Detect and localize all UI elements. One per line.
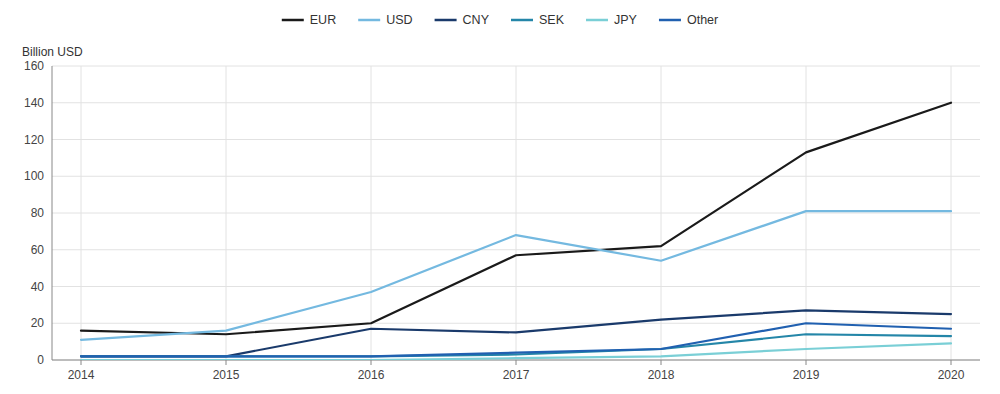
chart-container: 0 20 40 60 80 100 120 140 160 2014 2015 2016 2017 201… [0, 0, 1000, 394]
legend-swatch [659, 19, 681, 22]
x-tick-label: 2017 [503, 368, 530, 382]
y-tick-label: 60 [31, 243, 45, 257]
x-tick-label: 2015 [213, 368, 240, 382]
x-tick-mark [226, 360, 227, 365]
legend-item: USD [358, 13, 412, 27]
x-grid-line [226, 66, 227, 360]
series-group [81, 103, 951, 360]
x-tick-label: 2019 [793, 368, 820, 382]
x-tick-mark [951, 360, 952, 365]
y-tick-label: 120 [24, 133, 44, 147]
x-grid-line [661, 66, 662, 360]
legend-label: CNY [463, 13, 490, 27]
y-tick-label: 160 [24, 59, 44, 73]
x-tick-label: 2020 [938, 368, 965, 382]
y-axis-line [52, 66, 53, 360]
y-tick-label: 20 [31, 316, 45, 330]
y-tick-label: 40 [31, 280, 45, 294]
x-grid-line [81, 66, 82, 360]
legend-label: SEK [539, 13, 565, 27]
x-tick-mark [81, 360, 82, 365]
legend-label: EUR [310, 13, 336, 27]
y-tick-label: 80 [31, 206, 45, 220]
legend-item: Other [659, 13, 718, 27]
legend-item: EUR [282, 13, 336, 27]
legend-item: CNY [435, 13, 490, 27]
legend-swatch [586, 19, 608, 22]
series-line [81, 211, 951, 340]
x-grid-line [806, 66, 807, 360]
legend-swatch [358, 19, 380, 22]
legend: EUR USD CNY SEK JPY Other [282, 13, 718, 27]
x-tick-label: 2014 [68, 368, 95, 382]
y-tick-label: 100 [24, 169, 44, 183]
x-grid-line [951, 66, 952, 360]
x-tick-mark [806, 360, 807, 365]
x-tick-mark [661, 360, 662, 365]
x-grid-line [516, 66, 517, 360]
legend-item: JPY [586, 13, 638, 27]
legend-label: USD [386, 13, 412, 27]
axes: 0 20 40 60 80 100 120 140 160 2014 2015 2016 2017 201… [24, 59, 980, 382]
chart: 0 20 40 60 80 100 120 140 160 2014 2015 2016 2017 201… [0, 0, 1000, 394]
x-tick-label: 2016 [358, 368, 385, 382]
x-tick-mark [371, 360, 372, 365]
x-tick-label: 2018 [648, 368, 675, 382]
y-axis-label: Billion USD [22, 45, 83, 59]
legend-item: SEK [511, 13, 565, 27]
x-grid-line [371, 66, 372, 360]
series-line [81, 323, 951, 356]
legend-label: Other [687, 13, 718, 27]
y-tick-label: 140 [24, 96, 44, 110]
y-tick-label: 0 [37, 353, 44, 367]
legend-swatch [511, 19, 533, 22]
legend-label: JPY [614, 13, 638, 27]
legend-swatch [282, 19, 304, 22]
legend-swatch [435, 19, 457, 22]
x-tick-mark [516, 360, 517, 365]
grid [52, 66, 980, 360]
series-line [81, 103, 951, 335]
